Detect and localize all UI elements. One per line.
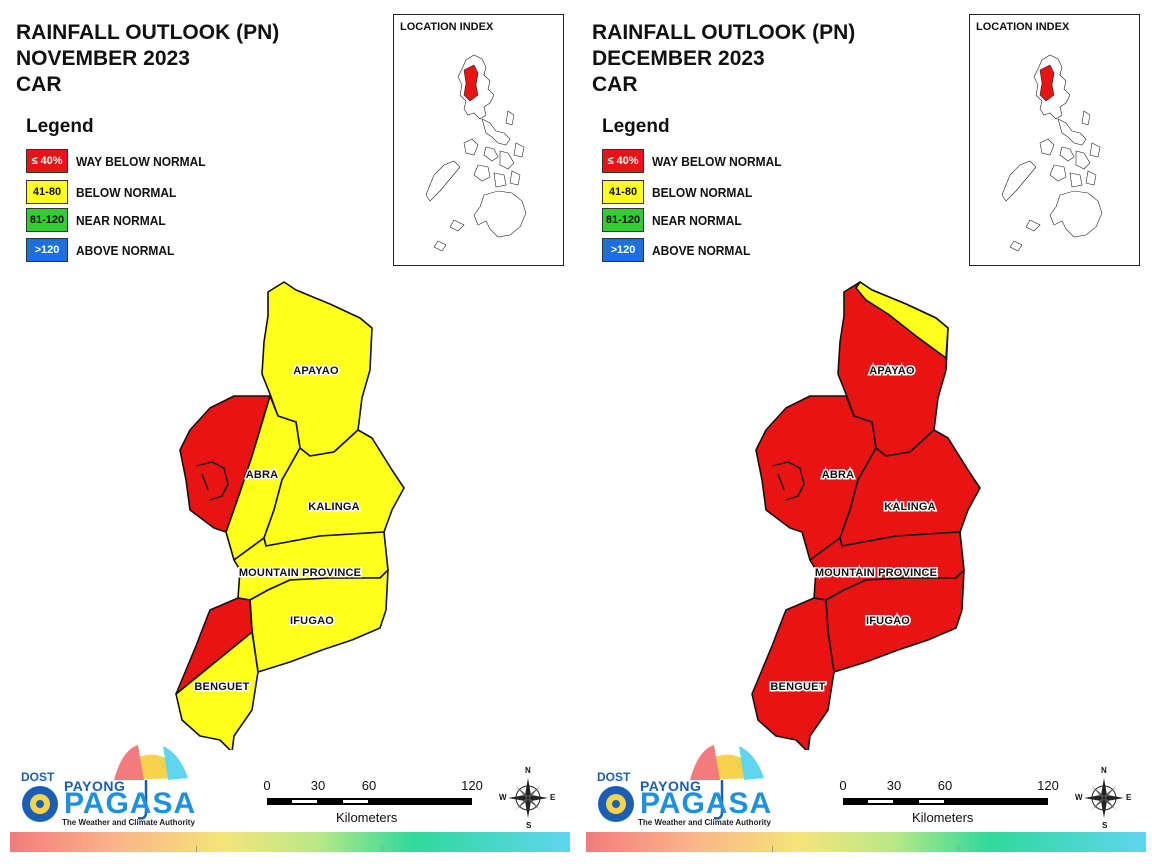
compass-rose-icon: [508, 778, 548, 818]
legend-swatch: 41-80: [602, 180, 644, 204]
legend-label: NEAR NORMAL: [76, 213, 166, 228]
scale-tick-label: 120: [461, 778, 483, 793]
footer-tick: [958, 846, 959, 852]
scale-tick-label: 0: [839, 778, 847, 793]
scale-tick-label: 0: [263, 778, 271, 793]
footer-gradient-bar: [586, 832, 1146, 852]
philippines-outline-icon: [425, 54, 527, 252]
location-index-map: LOCATION INDEX: [393, 14, 564, 266]
north-arrow: N S E W: [498, 764, 558, 830]
compass-w: W: [1075, 793, 1083, 802]
title-line-2: DECEMBER 2023: [592, 47, 765, 70]
footer-tick: [772, 846, 773, 852]
pagasa-logo: DOST PAYONG PAGASA The Weather and Clima…: [18, 740, 198, 832]
province-kalinga: [839, 429, 981, 547]
legend-swatch: 41-80: [26, 180, 68, 204]
footer-gradient-bar: [10, 832, 570, 852]
compass-s: S: [1102, 821, 1108, 830]
compass-n: N: [1101, 766, 1107, 775]
compass-n: N: [525, 766, 531, 775]
label-benguet: BENGUET: [194, 681, 249, 693]
map-title: RAINFALL OUTLOOK (PN) NOVEMBER 2023 CAR: [16, 20, 279, 98]
title-line-1: RAINFALL OUTLOOK (PN): [592, 21, 856, 44]
compass-e: E: [550, 793, 556, 802]
logo-pagasa-text: PAGASA: [640, 787, 773, 820]
label-kalinga: KALINGA: [884, 501, 936, 513]
location-index-title: LOCATION INDEX: [976, 21, 1070, 33]
logo-payong-text: PAYONG: [640, 778, 702, 794]
pagasa-logo: DOST PAYONG PAGASA The Weather and Clima…: [594, 740, 774, 832]
umbrella-logo-icon: [598, 745, 764, 822]
title-line-2: NOVEMBER 2023: [16, 47, 190, 70]
province-benguet-yellow: [175, 631, 259, 750]
logo-pagasa-text: PAGASA: [64, 787, 197, 820]
legend-label: WAY BELOW NORMAL: [652, 154, 782, 169]
scale-unit: Kilometers: [912, 810, 974, 825]
label-ifugao: IFUGAO: [866, 615, 910, 627]
legend-label: NEAR NORMAL: [652, 213, 742, 228]
scale-bar: 0 30 60 120 Kilometers: [260, 778, 510, 828]
compass-s: S: [526, 821, 532, 830]
label-abra: ABRA: [246, 469, 279, 481]
legend-title: Legend: [602, 116, 670, 137]
rainfall-outlook-map: APAYAO ABRA KALINGA MOUNTAIN PROVINCE IF…: [175, 281, 405, 750]
scale-tick-label: 30: [310, 778, 326, 793]
legend-label: BELOW NORMAL: [652, 185, 753, 200]
legend-swatch: ≤ 40%: [26, 149, 68, 173]
north-arrow: N S E W: [1074, 764, 1134, 830]
outlook-panel-december: RAINFALL OUTLOOK (PN) DECEMBER 2023 CAR …: [576, 0, 1152, 864]
compass-e: E: [1126, 793, 1132, 802]
compass-w: W: [499, 793, 507, 802]
logo-tagline: The Weather and Climate Authority: [638, 818, 771, 827]
title-line-1: RAINFALL OUTLOOK (PN): [16, 21, 280, 44]
map-title: RAINFALL OUTLOOK (PN) DECEMBER 2023 CAR: [592, 20, 855, 98]
province-abra-red: [179, 395, 271, 533]
label-mountain-province: MOUNTAIN PROVINCE: [239, 567, 361, 579]
outlook-panel-november: RAINFALL OUTLOOK (PN) NOVEMBER 2023 CAR …: [10, 14, 570, 852]
location-index-title: LOCATION INDEX: [400, 21, 494, 33]
label-abra: ABRA: [822, 469, 855, 481]
footer-tick: [196, 846, 197, 852]
legend-title: Legend: [26, 116, 94, 137]
province-apayao-yellow-tip: [855, 281, 949, 359]
logo-payong-text: PAYONG: [64, 778, 126, 794]
label-apayao: APAYAO: [869, 365, 915, 377]
scale-tick-label: 120: [1037, 778, 1059, 793]
legend-label: WAY BELOW NORMAL: [76, 154, 206, 169]
legend-swatch: 81-120: [26, 208, 68, 232]
label-ifugao: IFUGAO: [290, 615, 334, 627]
location-index-map: LOCATION INDEX: [969, 14, 1140, 266]
label-benguet: BENGUET: [770, 681, 825, 693]
legend-swatch: ≤ 40%: [602, 149, 644, 173]
scale-bar-graphic: [267, 798, 472, 805]
logo-dost-text: DOST: [597, 770, 631, 784]
rainfall-outlook-map: APAYAO ABRA KALINGA MOUNTAIN PROVINCE IF…: [751, 281, 981, 750]
label-apayao: APAYAO: [293, 365, 339, 377]
label-kalinga: KALINGA: [308, 501, 360, 513]
legend-swatch: >120: [602, 238, 644, 262]
legend-label: ABOVE NORMAL: [652, 243, 751, 258]
philippines-outline-icon: [1001, 54, 1103, 252]
title-line-3: CAR: [16, 73, 62, 96]
scale-tick-label: 60: [937, 778, 953, 793]
scale-bar-graphic: [843, 798, 1048, 805]
compass-rose-icon: [1084, 778, 1124, 818]
logo-tagline: The Weather and Climate Authority: [62, 818, 195, 827]
footer-tick: [382, 846, 383, 852]
province-benguet-red: [175, 597, 253, 695]
legend-swatch: >120: [26, 238, 68, 262]
title-line-3: CAR: [592, 73, 638, 96]
umbrella-logo-icon: [22, 745, 188, 822]
label-mountain-province: MOUNTAIN PROVINCE: [815, 567, 937, 579]
province-benguet: [751, 597, 835, 750]
province-kalinga: [263, 429, 405, 547]
legend-label: ABOVE NORMAL: [76, 243, 175, 258]
legend-label: BELOW NORMAL: [76, 185, 177, 200]
scale-unit: Kilometers: [336, 810, 398, 825]
scale-tick-label: 60: [361, 778, 377, 793]
scale-tick-label: 30: [886, 778, 902, 793]
logo-dost-text: DOST: [21, 770, 55, 784]
scale-bar: 0 30 60 120 Kilometers: [836, 778, 1086, 828]
legend-swatch: 81-120: [602, 208, 644, 232]
